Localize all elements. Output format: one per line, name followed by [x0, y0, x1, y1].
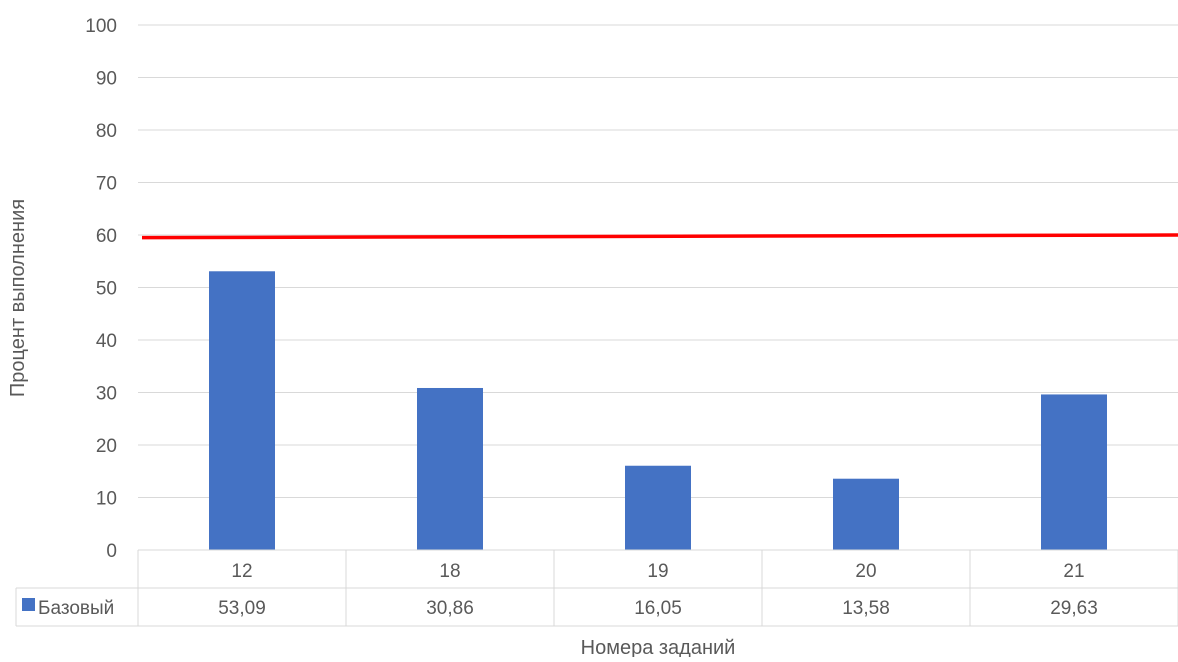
legend-label: Базовый: [38, 598, 114, 619]
bar: [1041, 394, 1107, 550]
x-category-label: 19: [647, 561, 668, 582]
y-tick-label: 10: [96, 489, 117, 510]
y-tick-label: 0: [106, 541, 117, 562]
x-category-label: 18: [439, 561, 460, 582]
bar: [209, 271, 275, 550]
legend-swatch: [22, 598, 35, 611]
y-tick-label: 100: [85, 16, 117, 37]
y-tick-label: 30: [96, 384, 117, 405]
bar: [417, 387, 483, 550]
y-tick-label: 70: [96, 174, 117, 195]
bar: [625, 465, 691, 550]
bars: [209, 271, 1107, 550]
y-tick-label: 40: [96, 331, 117, 352]
data-value-label: 30,86: [426, 598, 474, 619]
y-tick-label: 20: [96, 436, 117, 457]
data-value-label: 16,05: [634, 598, 682, 619]
gridlines: [138, 24, 1178, 498]
y-axis-ticks: 0 10 20 30 40 50 60 70 80 90 100: [85, 16, 117, 562]
x-axis-title: Номера заданий: [581, 637, 736, 657]
reference-line: [141, 233, 1178, 240]
data-value-label: 53,09: [218, 598, 266, 619]
bar: [833, 478, 899, 550]
y-tick-label: 60: [96, 226, 117, 247]
x-category-label: 20: [855, 561, 876, 582]
reference-line-group: [141, 233, 1178, 240]
data-value-label: 29,63: [1050, 598, 1098, 619]
y-tick-label: 80: [96, 121, 117, 142]
x-category-label: 21: [1063, 561, 1084, 582]
data-value-label: 13,58: [842, 598, 890, 619]
data-table: 12 53,09 18 30,86 19 16,05 20 13,58 21 29,63 Базов…: [15, 549, 1178, 627]
y-axis-title: Процент выполнения: [7, 199, 29, 397]
y-tick-label: 90: [96, 69, 117, 90]
y-tick-label: 50: [96, 279, 117, 300]
x-category-label: 12: [231, 561, 252, 582]
